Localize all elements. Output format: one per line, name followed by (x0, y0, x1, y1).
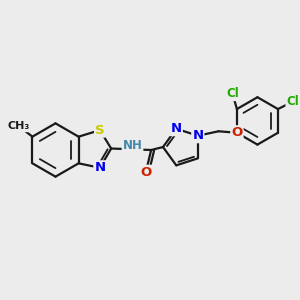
Text: Cl: Cl (226, 87, 239, 100)
Text: N: N (192, 129, 203, 142)
Text: O: O (231, 126, 242, 139)
Text: S: S (95, 124, 105, 137)
Text: Cl: Cl (286, 95, 299, 108)
Text: N: N (171, 122, 182, 135)
Text: N: N (94, 161, 106, 174)
Text: NH: NH (122, 139, 142, 152)
Text: CH₃: CH₃ (8, 121, 30, 131)
Text: O: O (140, 166, 152, 179)
